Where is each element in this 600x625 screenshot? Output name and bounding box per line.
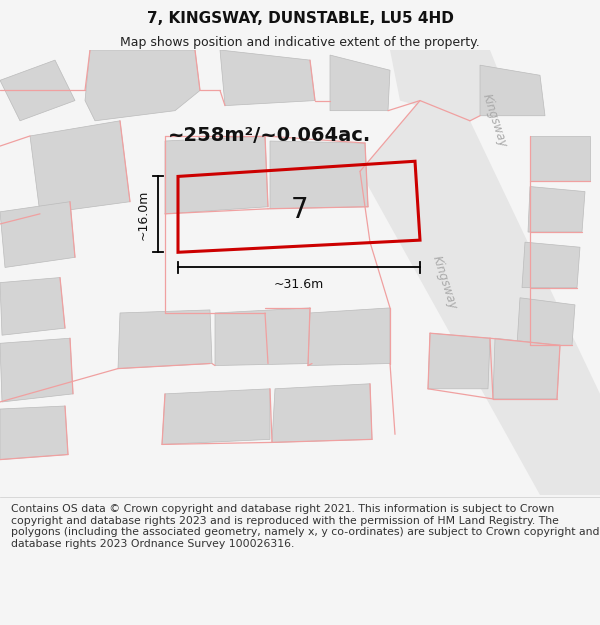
Text: ~258m²/~0.064ac.: ~258m²/~0.064ac. xyxy=(169,126,371,146)
Polygon shape xyxy=(30,121,130,214)
Text: Kingsway: Kingsway xyxy=(430,254,460,311)
Polygon shape xyxy=(480,65,545,116)
Polygon shape xyxy=(118,310,212,369)
Polygon shape xyxy=(428,333,490,389)
Polygon shape xyxy=(162,389,270,444)
Polygon shape xyxy=(0,406,68,459)
Polygon shape xyxy=(493,338,560,399)
Polygon shape xyxy=(0,338,73,402)
Polygon shape xyxy=(0,60,75,121)
Polygon shape xyxy=(85,50,200,121)
Polygon shape xyxy=(272,384,372,442)
Polygon shape xyxy=(220,50,315,106)
Polygon shape xyxy=(528,186,585,232)
Text: ~16.0m: ~16.0m xyxy=(137,189,150,239)
Polygon shape xyxy=(517,298,575,346)
Text: Contains OS data © Crown copyright and database right 2021. This information is : Contains OS data © Crown copyright and d… xyxy=(11,504,599,549)
Polygon shape xyxy=(0,202,75,268)
Text: ~31.6m: ~31.6m xyxy=(274,278,324,291)
Polygon shape xyxy=(330,55,390,111)
Polygon shape xyxy=(522,242,580,288)
Polygon shape xyxy=(360,101,600,495)
Polygon shape xyxy=(215,308,312,366)
Polygon shape xyxy=(390,50,510,121)
Polygon shape xyxy=(530,136,590,181)
Polygon shape xyxy=(0,278,65,335)
Polygon shape xyxy=(165,136,268,214)
Text: Kingsway: Kingsway xyxy=(480,92,510,149)
Text: 7: 7 xyxy=(291,196,309,224)
Text: 7, KINGSWAY, DUNSTABLE, LU5 4HD: 7, KINGSWAY, DUNSTABLE, LU5 4HD xyxy=(146,11,454,26)
Polygon shape xyxy=(308,308,390,366)
Text: Map shows position and indicative extent of the property.: Map shows position and indicative extent… xyxy=(120,36,480,49)
Polygon shape xyxy=(270,141,368,209)
